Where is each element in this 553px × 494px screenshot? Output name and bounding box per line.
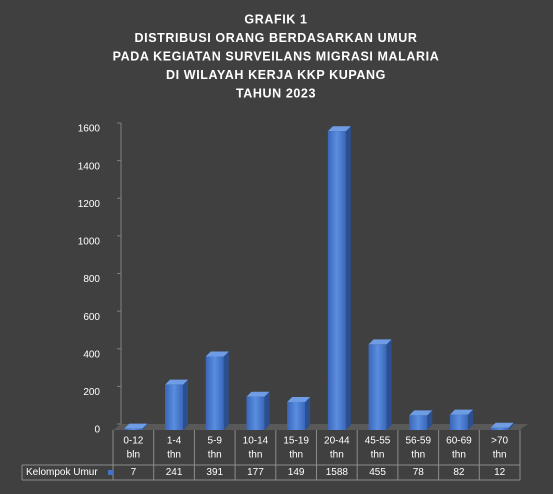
table-value: 241 bbox=[166, 467, 183, 478]
bar bbox=[409, 415, 428, 430]
bar-side bbox=[223, 351, 229, 430]
bar-side bbox=[142, 423, 148, 430]
bar-top bbox=[368, 339, 392, 345]
chart-title: DI WILAYAH KERJA KKP KUPANG bbox=[166, 68, 386, 82]
bar-side bbox=[345, 126, 351, 430]
chart-title: DISTRIBUSI ORANG BERDASARKAN UMUR bbox=[135, 31, 418, 45]
y-tick-label: 400 bbox=[83, 349, 100, 360]
bar bbox=[368, 344, 387, 430]
y-tick-label: 1400 bbox=[78, 161, 101, 172]
table-value: 177 bbox=[247, 467, 264, 478]
bar bbox=[246, 396, 265, 430]
table-value: 7 bbox=[131, 467, 137, 478]
y-tick-label: 0 bbox=[94, 425, 100, 436]
table-value: 149 bbox=[288, 467, 305, 478]
x-tick-label: thn bbox=[411, 450, 425, 461]
x-tick-label: 1-4 bbox=[167, 436, 182, 447]
x-tick-label: 5-9 bbox=[208, 436, 223, 447]
x-tick-label: bln bbox=[127, 450, 140, 461]
bar-top bbox=[327, 126, 351, 132]
bar-top bbox=[490, 422, 514, 428]
y-tick-label: 1600 bbox=[78, 124, 101, 135]
x-tick-label: thn bbox=[248, 450, 262, 461]
table-value: 12 bbox=[494, 467, 506, 478]
y-tick-label: 1000 bbox=[78, 237, 101, 248]
bar-top bbox=[246, 391, 270, 397]
bar bbox=[490, 427, 509, 430]
x-tick-label: 20-44 bbox=[324, 436, 350, 447]
chart-title: GRAFIK 1 bbox=[244, 12, 307, 26]
x-tick-label: 56-59 bbox=[405, 436, 431, 447]
bar-top bbox=[409, 410, 433, 416]
table-value: 455 bbox=[369, 467, 386, 478]
x-tick-label: 45-55 bbox=[365, 436, 391, 447]
y-tick-label: 200 bbox=[83, 387, 100, 398]
y-tick-label: 800 bbox=[83, 274, 100, 285]
y-tick-label: 600 bbox=[83, 312, 100, 323]
bar-side bbox=[508, 422, 514, 430]
x-tick-label: thn bbox=[208, 450, 222, 461]
table-value: 78 bbox=[413, 467, 425, 478]
x-tick-label: 0-12 bbox=[123, 436, 143, 447]
x-tick-label: thn bbox=[493, 450, 507, 461]
table-value: 391 bbox=[206, 467, 223, 478]
bar bbox=[205, 356, 224, 430]
bar bbox=[449, 414, 468, 430]
bar-top bbox=[205, 351, 229, 357]
bar bbox=[327, 131, 346, 430]
bar-top bbox=[165, 379, 189, 385]
bar-side bbox=[427, 410, 433, 430]
x-tick-label: 10-14 bbox=[243, 436, 269, 447]
bar-top bbox=[287, 396, 311, 402]
bar-top bbox=[449, 409, 473, 415]
bar-side bbox=[183, 379, 189, 430]
x-tick-label: thn bbox=[167, 450, 181, 461]
bar-side bbox=[467, 409, 473, 430]
bar-side bbox=[305, 396, 311, 430]
bar bbox=[287, 401, 306, 430]
x-tick-label: thn bbox=[330, 450, 344, 461]
bar bbox=[124, 428, 143, 430]
legend-label: Kelompok Umur bbox=[26, 467, 98, 478]
x-tick-label: thn bbox=[289, 450, 303, 461]
chart-title: PADA KEGIATAN SURVEILANS MIGRASI MALARIA bbox=[113, 49, 440, 63]
x-tick-label: thn bbox=[371, 450, 385, 461]
y-tick-label: 1200 bbox=[78, 199, 101, 210]
x-tick-label: 15-19 bbox=[283, 436, 309, 447]
table-value: 1588 bbox=[326, 467, 349, 478]
bar bbox=[165, 384, 184, 430]
x-tick-label: >70 bbox=[491, 436, 508, 447]
table-value: 82 bbox=[453, 467, 465, 478]
chart-title: TAHUN 2023 bbox=[236, 86, 316, 100]
bar-side bbox=[386, 339, 392, 430]
x-tick-label: 60-69 bbox=[446, 436, 472, 447]
bar-top bbox=[124, 423, 148, 429]
x-tick-label: thn bbox=[452, 450, 466, 461]
legend-key bbox=[108, 470, 113, 475]
bar-side bbox=[264, 391, 270, 430]
